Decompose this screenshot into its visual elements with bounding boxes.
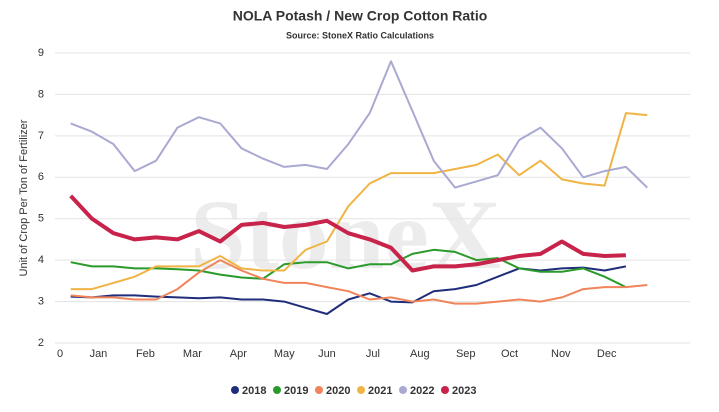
y-tick-label: 5 xyxy=(38,213,44,225)
x-tick-label: Aug xyxy=(410,348,430,360)
x-tick-label: Jan xyxy=(90,348,108,360)
legend-label: 2019 xyxy=(284,385,308,397)
x-tick-label: Jun xyxy=(318,348,336,360)
y-tick-label: 8 xyxy=(38,88,44,100)
legend-marker xyxy=(315,386,323,394)
legend-marker xyxy=(231,386,239,394)
legend-label: 2018 xyxy=(242,385,266,397)
legend-marker xyxy=(399,386,407,394)
x-tick-label: Nov xyxy=(551,348,571,360)
y-tick-label: 9 xyxy=(38,47,44,59)
x-tick-label: Feb xyxy=(136,348,155,360)
legend-label: 2021 xyxy=(368,385,392,397)
y-axis-label: Unit of Crop Per Ton of Fertilizer xyxy=(18,119,30,276)
series-line xyxy=(70,112,648,291)
legend-label: 2023 xyxy=(452,385,476,397)
x-tick-label: May xyxy=(274,348,295,360)
x-tick-label: Dec xyxy=(597,348,617,360)
watermark: StoneX xyxy=(190,179,501,290)
legend-label: 2022 xyxy=(410,385,434,397)
legend: 2018 2019 2020 2021 2022 2023 xyxy=(231,385,476,397)
x-tick-label: Oct xyxy=(501,348,518,360)
x-tick-label: Sep xyxy=(456,348,476,360)
x-tick-label: Jul xyxy=(366,348,380,360)
legend-label: 2020 xyxy=(326,385,350,397)
x-tick-label: Apr xyxy=(230,348,247,360)
series-line xyxy=(70,259,648,305)
y-tick-label: 3 xyxy=(38,295,44,307)
y-tick-label: 2 xyxy=(38,337,44,349)
legend-marker xyxy=(441,386,449,394)
series-line xyxy=(69,194,626,273)
series-line xyxy=(70,60,648,189)
chart-subtitle: Source: StoneX Ratio Calculations xyxy=(286,30,434,40)
legend-marker xyxy=(357,386,365,394)
y-tick-label: 7 xyxy=(38,130,44,142)
x-tick-label: 0 xyxy=(57,348,63,360)
y-tick-label: 4 xyxy=(38,254,44,266)
y-tick-label: 6 xyxy=(38,171,44,183)
x-tick-label: Mar xyxy=(183,348,202,360)
chart-title: NOLA Potash / New Crop Cotton Ratio xyxy=(233,8,488,24)
series-line xyxy=(70,248,627,288)
legend-marker xyxy=(273,386,281,394)
